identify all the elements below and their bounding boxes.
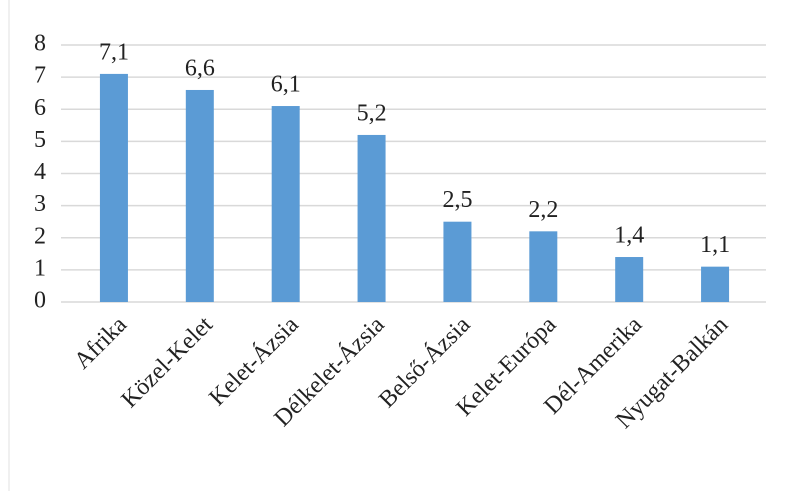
y-tick-label: 6 <box>34 95 46 121</box>
bar <box>357 134 386 302</box>
value-label: 5,2 <box>357 100 387 126</box>
value-label: 1,1 <box>700 232 730 258</box>
y-tick-label: 1 <box>34 255 46 281</box>
y-tick-label: 2 <box>34 223 46 249</box>
value-label: 2,5 <box>442 187 472 213</box>
bar <box>615 257 644 302</box>
bar <box>271 106 300 302</box>
bar <box>185 89 214 302</box>
bar <box>701 266 730 302</box>
bar <box>99 73 128 302</box>
value-label: 7,1 <box>99 39 129 65</box>
value-label: 1,4 <box>614 223 644 249</box>
bar <box>443 221 472 302</box>
y-tick-label: 0 <box>34 288 46 314</box>
y-tick-label: 4 <box>34 159 46 185</box>
y-tick-label: 7 <box>34 63 46 89</box>
bar <box>529 231 558 302</box>
y-tick-label: 3 <box>34 191 46 217</box>
y-tick-label: 8 <box>34 31 46 57</box>
y-tick-label: 5 <box>34 127 46 153</box>
value-label: 6,1 <box>271 72 301 98</box>
value-label: 2,2 <box>528 197 558 223</box>
value-label: 6,6 <box>185 55 215 81</box>
